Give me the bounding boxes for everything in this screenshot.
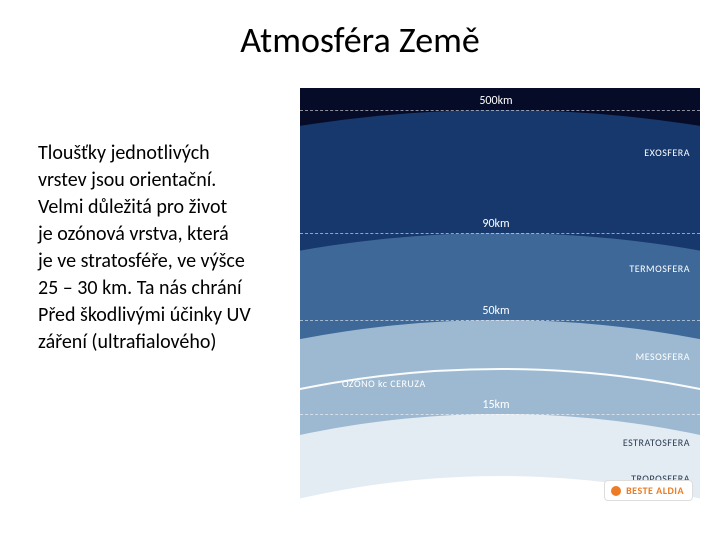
altitude-label-exosphere: 500km xyxy=(479,94,512,108)
layer-label-mesosphere: MESOSFERA xyxy=(636,350,690,363)
altitude-line-mesosphere xyxy=(300,320,700,321)
description-line: vrstev jsou orientační. xyxy=(38,167,298,194)
description-line: je ve stratosféře, ve výšce xyxy=(38,248,298,275)
description-line: Velmi důležitá pro život xyxy=(38,194,298,221)
layer-label-stratosphere: ESTRATOSFERA xyxy=(623,436,690,449)
atmosphere-diagram: 500km EXOSFERA 90km TERMOSFERA 50km MESOSFERA… xyxy=(300,88,700,508)
badge-text: BESTE ALDIA xyxy=(626,484,684,497)
description-line: Před škodlivými účinky UV xyxy=(38,302,298,329)
altitude-label-stratosphere: 15km xyxy=(482,398,509,412)
altitude-line-thermosphere xyxy=(300,233,700,234)
description-line: záření (ultrafialového) xyxy=(38,329,298,356)
altitude-label-thermosphere: 90km xyxy=(482,217,509,231)
ozone-label: OZONO kc CERUZA xyxy=(342,377,426,390)
layer-label-thermosphere: TERMOSFERA xyxy=(629,262,690,275)
page-title: Atmosféra Země xyxy=(0,18,720,62)
badge-dot-icon xyxy=(611,486,621,496)
altitude-label-mesosphere: 50km xyxy=(482,304,509,318)
description-line: Tloušťky jednotlivých xyxy=(38,140,298,167)
description-text: Tloušťky jednotlivýchvrstev jsou orienta… xyxy=(38,140,298,356)
altitude-line-exosphere xyxy=(300,110,700,111)
layer-label-exosphere: EXOSFERA xyxy=(644,146,690,159)
description-line: 25 – 30 km. Ta nás chrání xyxy=(38,275,298,302)
source-badge: BESTE ALDIA xyxy=(605,481,692,500)
altitude-line-stratosphere xyxy=(300,414,700,415)
description-line: je ozónová vrstva, která xyxy=(38,221,298,248)
